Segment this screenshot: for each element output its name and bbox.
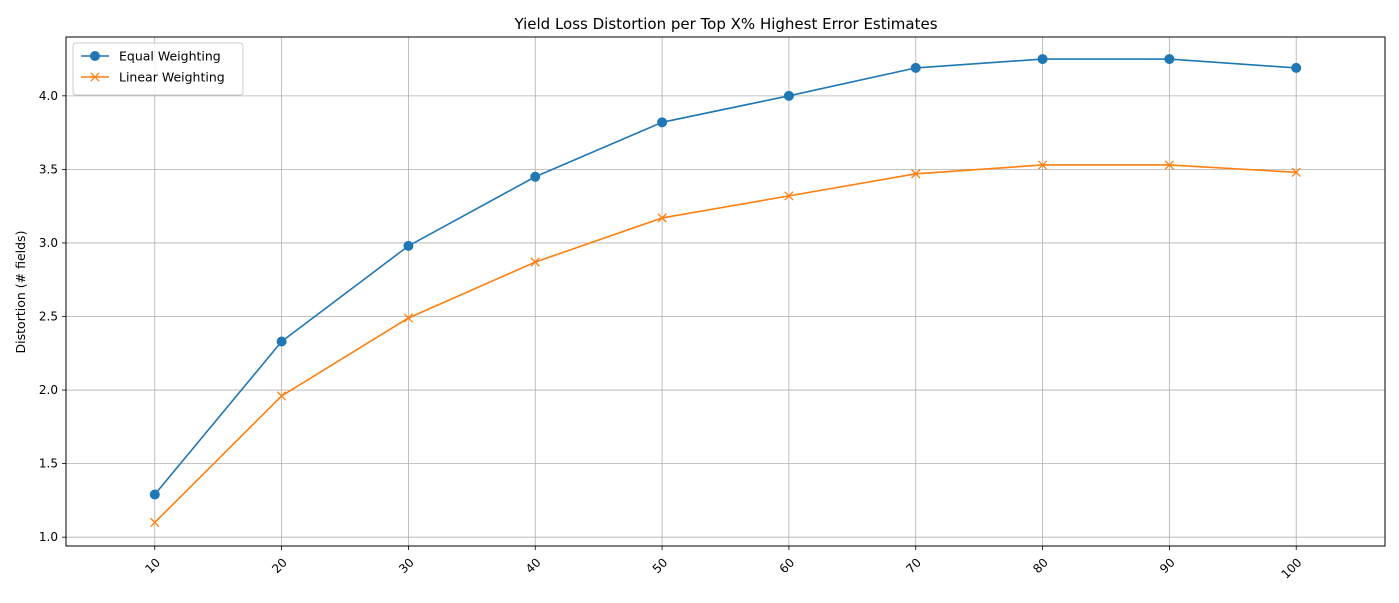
x-tick-label: 30 — [396, 555, 417, 576]
legend-marker — [90, 51, 100, 61]
y-tick-label: 1.0 — [39, 530, 58, 544]
data-point-equal-weighting — [783, 90, 794, 101]
y-tick-label: 3.0 — [39, 236, 58, 250]
legend: Equal Weighting Linear Weighting — [72, 42, 244, 96]
data-point-linear-weighting-stroke — [276, 391, 287, 401]
legend-label: Linear Weighting — [119, 70, 225, 85]
data-point-equal-weighting — [1164, 54, 1175, 65]
data-point-linear-weighting — [150, 517, 160, 528]
data-point-equal-weighting — [657, 117, 668, 128]
series-line-equal-weighting — [154, 58, 1297, 496]
legend-label: Equal Weighting — [119, 49, 221, 64]
chart-title: Yield Loss Distortion per Top X% Highest… — [513, 15, 937, 33]
data-point-linear-weighting-stroke — [1291, 167, 1301, 178]
y-tick-label: 3.5 — [39, 162, 58, 176]
data-point-linear-weighting-stroke — [911, 169, 921, 179]
x-tick-label: 50 — [650, 555, 671, 576]
series-equal-weighting — [149, 54, 1302, 500]
legend-item-linear-weighting: Linear Weighting — [81, 70, 225, 85]
x-tick-label: 70 — [903, 555, 924, 576]
data-point-linear-weighting — [276, 391, 287, 401]
data-point-linear-weighting — [403, 313, 414, 323]
x-tick-label: 100 — [1278, 555, 1304, 581]
y-axis-label: Distortion (# fields) — [13, 231, 28, 354]
grid-lines — [66, 37, 1385, 546]
data-point-linear-weighting — [1037, 160, 1048, 170]
data-point-equal-weighting — [910, 62, 921, 73]
x-tick-label: 40 — [523, 555, 544, 576]
series-linear-weighting — [150, 160, 1301, 528]
data-point-linear-weighting — [911, 169, 921, 179]
data-point-equal-weighting — [1037, 54, 1048, 65]
data-point-linear-weighting — [1164, 160, 1175, 170]
legend-item-equal-weighting: Equal Weighting — [81, 49, 221, 64]
axis-ticks: 10 20 30 40 50 60 70 80 90 100 1.0 1.5 2.0 2.5 3.0 3.5 4… — [39, 89, 1305, 582]
series-layer — [149, 54, 1302, 528]
y-tick-label: 4.0 — [39, 89, 58, 103]
data-point-linear-weighting-stroke — [657, 213, 667, 223]
data-point-equal-weighting — [403, 240, 414, 251]
data-point-linear-weighting — [784, 191, 794, 201]
y-tick-label: 2.0 — [39, 383, 58, 397]
data-point-equal-weighting — [276, 336, 287, 347]
y-tick-label: 2.5 — [39, 310, 58, 324]
legend-marker — [90, 72, 100, 82]
x-tick-label: 10 — [142, 555, 163, 576]
x-tick-label: 90 — [1157, 555, 1178, 576]
data-point-linear-weighting-stroke — [150, 517, 160, 528]
data-point-linear-weighting — [657, 213, 667, 223]
data-point-equal-weighting — [149, 489, 160, 500]
x-tick-label: 60 — [777, 555, 798, 576]
data-point-linear-weighting-stroke — [530, 257, 540, 267]
plot-frame — [65, 36, 1386, 547]
data-point-linear-weighting-stroke — [1037, 160, 1048, 170]
legend-box — [72, 42, 244, 96]
data-point-linear-weighting-stroke — [403, 313, 414, 323]
data-point-linear-weighting-stroke — [784, 191, 794, 201]
data-point-linear-weighting — [530, 257, 540, 267]
data-point-equal-weighting — [530, 171, 541, 182]
data-point-linear-weighting — [1291, 167, 1301, 178]
series-line-linear-weighting — [154, 164, 1297, 524]
legend-marker-stroke — [90, 72, 100, 82]
x-tick-label: 20 — [269, 555, 290, 576]
y-tick-label: 1.5 — [39, 457, 58, 471]
data-point-equal-weighting — [1291, 62, 1302, 73]
data-point-linear-weighting-stroke — [1164, 160, 1175, 170]
x-tick-label: 80 — [1030, 555, 1051, 576]
